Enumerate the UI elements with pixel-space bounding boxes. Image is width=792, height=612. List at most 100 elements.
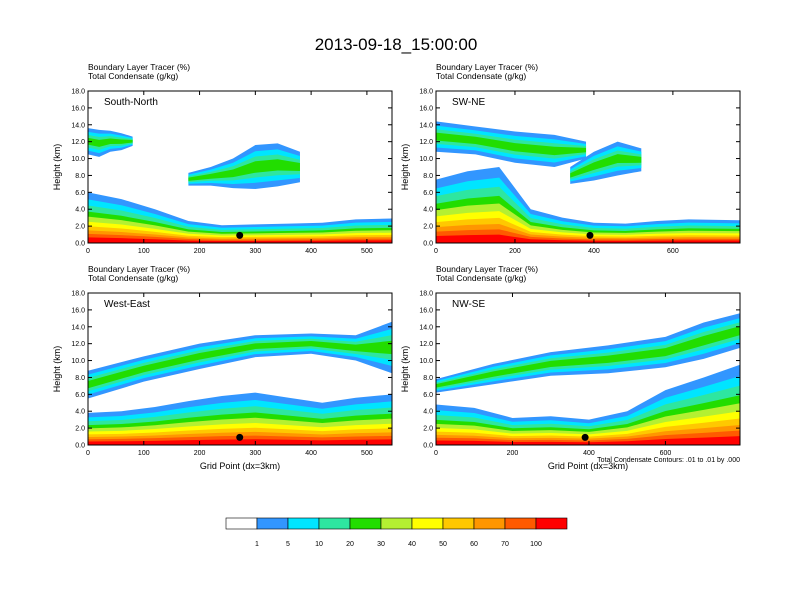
y-tick-label: 12.0 [71, 139, 85, 146]
x-tick-label: 500 [361, 450, 373, 457]
y-tick-label: 2.0 [423, 426, 433, 433]
plot-area [436, 313, 740, 445]
chart-panel-nw-se: Boundary Layer Tracer (%)Total Condensat… [400, 264, 741, 471]
colorbar-swatch [504, 517, 537, 530]
colorbar-swatch [380, 517, 413, 530]
colorbar-swatch [318, 517, 351, 530]
panels-group: Boundary Layer Tracer (%)Total Condensat… [52, 62, 741, 471]
panel-header-line: Boundary Layer Tracer (%) [88, 62, 190, 72]
figure-title: 2013-09-18_15:00:00 [315, 35, 478, 54]
y-tick-label: 10.0 [71, 156, 85, 163]
x-tick-label: 0 [86, 450, 90, 457]
x-tick-label: 400 [305, 450, 317, 457]
tracer-band [88, 442, 392, 445]
tracer-layer-upper [436, 121, 587, 167]
tracer-layer-boundary [88, 192, 392, 243]
y-tick-label: 18.0 [419, 89, 433, 96]
colorbar-swatch [225, 517, 258, 530]
x-tick-label: 400 [305, 248, 317, 255]
colorbar-swatch [287, 517, 320, 530]
panel-label: NW-SE [452, 299, 485, 310]
tracer-band [88, 340, 392, 389]
x-tick-label: 200 [509, 248, 521, 255]
y-tick-label: 16.0 [71, 105, 85, 112]
y-tick-label: 2.0 [423, 224, 433, 231]
plot-frame [87, 292, 393, 446]
colorbar-swatch [411, 517, 444, 530]
y-tick-label: 0.0 [75, 241, 85, 248]
x-tick-label: 100 [138, 248, 150, 255]
contour-note: Total Condensate Contours: .01 to .01 by… [597, 457, 740, 464]
location-marker [581, 433, 589, 441]
plot-area [88, 128, 392, 243]
colorbar-label: 100 [530, 541, 542, 548]
tracer-band [436, 239, 740, 243]
tracer-layer-upper [88, 321, 392, 399]
plot-area [436, 121, 740, 243]
y-tick-label: 10.0 [71, 358, 85, 365]
tracer-layer-upper [436, 313, 740, 393]
tracer-layer-boundary [436, 167, 740, 243]
x-tick-label: 0 [434, 248, 438, 255]
y-tick-label: 4.0 [423, 409, 433, 416]
tracer-band [88, 137, 133, 147]
y-tick-label: 12.0 [71, 341, 85, 348]
colorbar-label: 60 [470, 541, 478, 548]
plot-frame [87, 90, 393, 244]
x-tick-label: 200 [194, 450, 206, 457]
colorbar-label: 40 [408, 541, 416, 548]
location-marker [586, 231, 594, 239]
location-marker [236, 231, 244, 239]
tracer-layer-upper [88, 128, 133, 157]
y-tick-label: 8.0 [75, 375, 85, 382]
x-tick-label: 200 [507, 450, 519, 457]
panel-label: South-North [104, 97, 158, 108]
y-tick-label: 6.0 [75, 190, 85, 197]
y-tick-label: 18.0 [71, 291, 85, 298]
panel-header-line: Boundary Layer Tracer (%) [436, 264, 538, 274]
x-tick-label: 500 [361, 248, 373, 255]
panel-header-line: Total Condensate (g/kg) [88, 71, 178, 81]
y-tick-label: 6.0 [423, 392, 433, 399]
y-tick-label: 8.0 [423, 173, 433, 180]
tracer-band [88, 240, 392, 243]
panel-header-line: Total Condensate (g/kg) [436, 273, 526, 283]
y-axis-label: Height (km) [400, 144, 410, 191]
y-tick-label: 18.0 [71, 89, 85, 96]
colorbar-label: 5 [286, 541, 290, 548]
x-tick-label: 0 [434, 450, 438, 457]
y-tick-label: 4.0 [423, 207, 433, 214]
y-tick-label: 18.0 [419, 291, 433, 298]
colorbar-swatch [535, 517, 568, 530]
x-tick-label: 300 [249, 450, 261, 457]
y-tick-label: 10.0 [419, 358, 433, 365]
y-axis-label: Height (km) [52, 144, 62, 191]
y-tick-label: 14.0 [419, 324, 433, 331]
panel-label: SW-NE [452, 97, 485, 108]
tracer-layer-tongue [188, 143, 300, 189]
chart-panel-west-east: Boundary Layer Tracer (%)Total Condensat… [52, 264, 393, 471]
y-tick-label: 2.0 [75, 426, 85, 433]
y-tick-label: 16.0 [419, 105, 433, 112]
colorbar-label: 10 [315, 541, 323, 548]
y-tick-label: 6.0 [423, 190, 433, 197]
y-tick-label: 0.0 [423, 241, 433, 248]
plot-frame [435, 292, 741, 446]
plot-area [88, 321, 392, 445]
colorbar-label: 70 [501, 541, 509, 548]
y-tick-label: 0.0 [75, 443, 85, 450]
panel-header-line: Boundary Layer Tracer (%) [88, 264, 190, 274]
y-tick-label: 16.0 [71, 307, 85, 314]
colorbar-swatch [442, 517, 475, 530]
chart-panel-south-north: Boundary Layer Tracer (%)Total Condensat… [52, 62, 393, 255]
y-tick-label: 14.0 [71, 122, 85, 129]
x-axis-label: Grid Point (dx=3km) [200, 461, 280, 471]
y-tick-label: 4.0 [75, 207, 85, 214]
colorbar-label: 20 [346, 541, 354, 548]
colorbar-swatch [256, 517, 289, 530]
plot-frame [435, 90, 741, 244]
y-tick-label: 8.0 [423, 375, 433, 382]
location-marker [236, 433, 244, 441]
colorbar-label: 30 [377, 541, 385, 548]
colorbar-label: 1 [255, 541, 259, 548]
